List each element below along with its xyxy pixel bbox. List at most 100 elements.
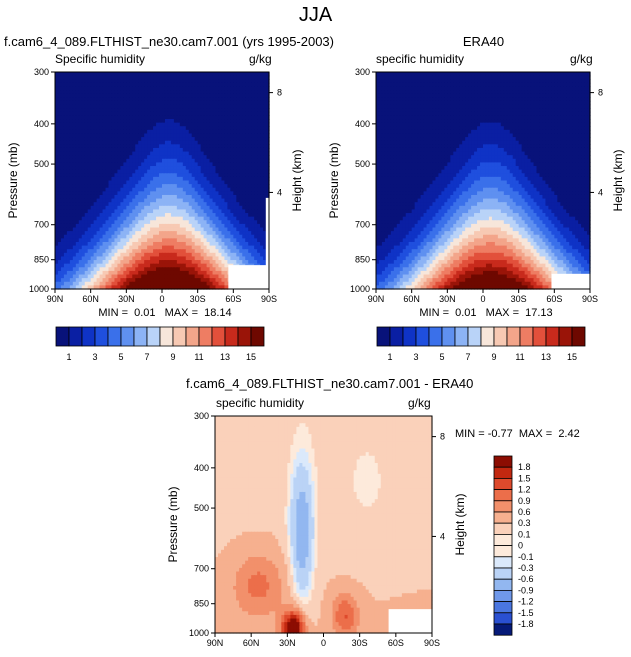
field-cell [245, 180, 249, 185]
field-cell [150, 234, 154, 239]
field-cell [96, 158, 101, 164]
field-cell [105, 133, 110, 138]
field-cell [164, 252, 169, 258]
field-cell [102, 97, 107, 102]
field-cell [221, 122, 226, 127]
field-cell [167, 75, 172, 80]
field-cell [188, 72, 193, 77]
field-cell [167, 274, 172, 279]
field-cell [111, 256, 116, 261]
field-cell [179, 238, 184, 243]
field-cell [233, 231, 237, 236]
field-cell [393, 79, 398, 84]
field-cell [432, 75, 437, 80]
field-cell [66, 158, 71, 164]
field-cell [587, 72, 591, 77]
field-cell [114, 187, 119, 192]
field-cell [230, 147, 234, 153]
field-cell [188, 245, 193, 250]
field-cell [60, 180, 65, 185]
field-cell [176, 151, 181, 156]
field-cell [224, 72, 228, 77]
field-cell [266, 86, 270, 91]
field-cell [251, 176, 255, 182]
field-cell [197, 115, 202, 120]
field-cell [72, 270, 77, 276]
field-cell [102, 209, 107, 214]
field-cell [221, 86, 226, 91]
field-cell [90, 216, 95, 221]
field-cell [203, 155, 208, 160]
field-cell [167, 278, 172, 283]
field-cell [221, 260, 226, 265]
field-cell [66, 151, 71, 156]
field-cell [179, 90, 184, 95]
field-cell [164, 231, 169, 236]
field-cell [254, 137, 258, 142]
field-cell [156, 79, 160, 84]
field-cell [209, 227, 214, 232]
field-cell [474, 79, 478, 84]
field-cell [569, 90, 573, 95]
field-cell [236, 173, 240, 178]
field-cell [260, 119, 264, 124]
field-cell [108, 133, 113, 138]
field-cell [170, 263, 175, 268]
field-cell [69, 180, 74, 185]
field-cell [203, 209, 208, 214]
field-cell [200, 79, 205, 84]
field-cell [117, 241, 121, 247]
field-cell [182, 184, 187, 189]
field-cell [170, 115, 175, 120]
field-cell [260, 238, 264, 243]
panel-1-stats: MIN = 0.01 MAX = 18.14 [98, 307, 232, 319]
field-cell [215, 194, 220, 200]
field-cell [87, 227, 92, 232]
field-cell [69, 147, 74, 153]
field-cell [218, 122, 223, 127]
field-cell [212, 97, 217, 102]
field-cell [236, 198, 240, 203]
field-cell [188, 184, 193, 189]
field-cell [560, 72, 564, 77]
field-cell [135, 270, 139, 276]
field-cell [251, 180, 255, 185]
field-cell [153, 111, 157, 116]
field-cell [117, 90, 121, 95]
field-cell [123, 231, 127, 236]
field-cell [150, 249, 154, 254]
field-cell [63, 158, 68, 164]
field-cell [170, 158, 175, 164]
field-cell [63, 169, 68, 174]
field-cell [153, 187, 157, 192]
field-cell [224, 122, 228, 127]
field-cell [111, 155, 116, 160]
field-cell [218, 93, 223, 98]
field-cell [188, 119, 193, 124]
field-cell [72, 166, 77, 171]
field-cell [251, 166, 255, 171]
field-cell [84, 162, 89, 167]
field-cell [114, 72, 119, 77]
field-cell [438, 90, 442, 95]
field-cell [147, 79, 151, 84]
field-cell [81, 249, 86, 254]
field-cell [212, 180, 217, 185]
field-cell [164, 169, 169, 174]
field-cell [153, 129, 157, 135]
field-cell [491, 82, 496, 88]
field-cell [494, 97, 499, 102]
field-cell [263, 249, 267, 254]
field-cell [126, 173, 130, 178]
field-cell [494, 79, 499, 84]
field-cell [99, 184, 104, 189]
field-cell [191, 129, 196, 135]
field-cell [132, 238, 136, 243]
field-cell [99, 166, 104, 171]
colorbar-box [81, 326, 96, 347]
panel-1-units: g/kg [249, 52, 272, 66]
field-cell [141, 111, 145, 116]
field-cell [132, 234, 136, 239]
field-cell [105, 187, 110, 192]
field-cell [503, 75, 508, 80]
